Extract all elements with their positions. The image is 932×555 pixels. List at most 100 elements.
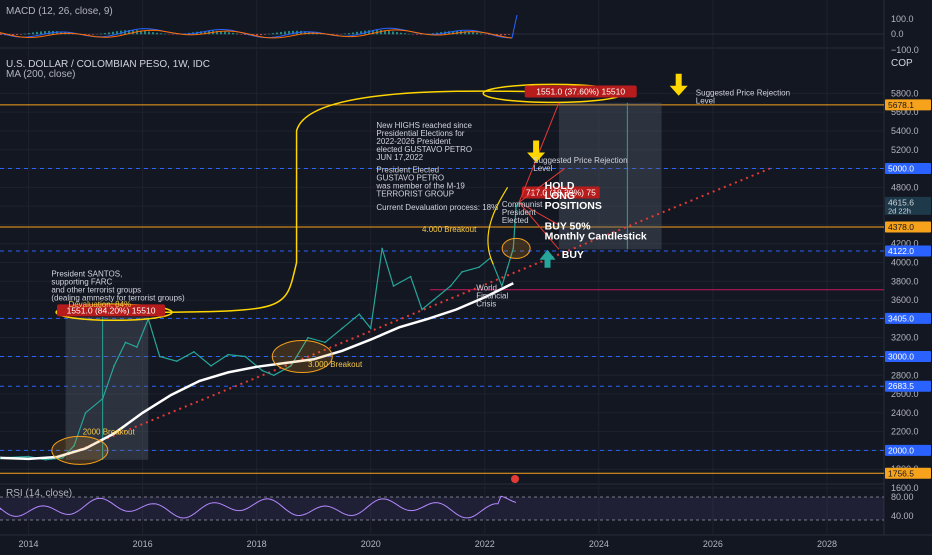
price-point bbox=[410, 276, 412, 278]
buy50-label-line: Monthly Candlestick bbox=[545, 231, 647, 243]
macd-hist-bar bbox=[224, 32, 226, 35]
macd-hist-bar bbox=[264, 34, 266, 35]
macd-hist-bar bbox=[28, 33, 30, 34]
price-point bbox=[28, 456, 30, 458]
price-point bbox=[244, 356, 246, 358]
rejection-label-mid-line: Level bbox=[533, 164, 552, 173]
macd-tick-label: −100.0 bbox=[891, 45, 919, 55]
rsi-tick-label: 40.00 bbox=[891, 511, 914, 521]
macd-hist-bar bbox=[16, 34, 18, 35]
macd-tick-label: 100.0 bbox=[891, 14, 914, 24]
price-point bbox=[136, 346, 138, 348]
macd-hist-bar bbox=[92, 34, 94, 35]
price-tick-label: 4800.0 bbox=[891, 182, 919, 192]
price-badge-sub: 2d 22h bbox=[888, 206, 911, 215]
devaluation-left: Devaluation: 84% bbox=[68, 300, 131, 309]
macd-hist-bar bbox=[228, 32, 230, 34]
macd-hist-bar bbox=[236, 34, 238, 35]
price-tick-label: 1600.0 bbox=[891, 483, 919, 493]
world-crisis-note-line: Crisis bbox=[476, 300, 496, 309]
price-tick-label: 2800.0 bbox=[891, 370, 919, 380]
macd-hist-bar bbox=[108, 32, 110, 34]
time-tick-label: 2018 bbox=[247, 539, 267, 549]
macd-hist-bar bbox=[24, 34, 26, 35]
macd-hist-bar bbox=[500, 34, 502, 35]
time-tick-label: 2016 bbox=[133, 539, 153, 549]
price-badge[interactable]: 4122.0 bbox=[888, 246, 914, 256]
macd-hist-bar bbox=[392, 31, 394, 34]
hold-label-line: POSITIONS bbox=[545, 200, 602, 212]
price-point bbox=[393, 285, 395, 287]
price-point bbox=[461, 271, 463, 273]
price-point bbox=[45, 459, 47, 461]
time-tick-label: 2022 bbox=[475, 539, 495, 549]
macd-hist-bar bbox=[112, 32, 114, 35]
breakout-4000-label-line: 4.000 Breakout bbox=[422, 225, 477, 234]
buy-label: BUY bbox=[562, 249, 584, 261]
price-tick-label: 5200.0 bbox=[891, 145, 919, 155]
price-tick-label: 3600.0 bbox=[891, 295, 919, 305]
macd-hist-bar bbox=[164, 34, 166, 35]
macd-hist-bar bbox=[336, 34, 338, 35]
price-point bbox=[273, 374, 275, 376]
macd-hist-bar bbox=[144, 31, 146, 34]
price-badge[interactable]: 1756.5 bbox=[888, 468, 914, 478]
rsi-title: RSI (14, close) bbox=[6, 488, 72, 499]
price-point bbox=[85, 412, 87, 414]
macd-hist-bar bbox=[256, 34, 258, 35]
price-badge[interactable]: 2683.5 bbox=[888, 381, 914, 391]
macd-hist-bar bbox=[380, 30, 382, 34]
price-point bbox=[113, 365, 115, 367]
macd-hist-bar bbox=[260, 34, 262, 35]
price-badge[interactable]: 3405.0 bbox=[888, 313, 914, 323]
price-badge[interactable]: 2000.0 bbox=[888, 445, 914, 455]
price-tick-label: 3800.0 bbox=[891, 276, 919, 286]
price-badge[interactable]: 5678.1 bbox=[888, 100, 914, 110]
macd-hist-bar bbox=[480, 33, 482, 34]
price-point bbox=[193, 351, 195, 353]
price-badge[interactable]: 5000.0 bbox=[888, 164, 914, 174]
macd-hist-bar bbox=[356, 32, 358, 34]
price-point bbox=[381, 248, 383, 250]
price-tick-label: 2400.0 bbox=[891, 408, 919, 418]
price-point bbox=[176, 360, 178, 362]
breakout-4000-label: 4.000 Breakout bbox=[422, 225, 477, 234]
price-point bbox=[359, 313, 361, 315]
macd-hist-bar bbox=[160, 33, 162, 34]
macd-hist-bar bbox=[100, 34, 102, 35]
time-tick-label: 2024 bbox=[589, 539, 609, 549]
macd-hist-bar bbox=[476, 33, 478, 35]
price-point bbox=[433, 299, 435, 301]
macd-hist-bar bbox=[36, 32, 38, 34]
breakout-2000-label-line: 2000 Breakout bbox=[83, 427, 136, 436]
time-tick-label: 2028 bbox=[817, 539, 837, 549]
ma-title: MA (200, close) bbox=[6, 69, 75, 80]
macd-hist-bar bbox=[400, 33, 402, 35]
range-label-top: 1551.0 (37.60%) 15510 bbox=[536, 87, 625, 97]
president-note-line: TERRORIST GROUP bbox=[376, 189, 454, 198]
price-tick-label: 3200.0 bbox=[891, 333, 919, 343]
price-point bbox=[227, 354, 229, 356]
rejection-label-top-line: Level bbox=[696, 96, 715, 105]
price-point bbox=[210, 365, 212, 367]
price-point bbox=[478, 266, 480, 268]
price-point bbox=[159, 356, 161, 358]
breakout-2000-label: 2000 Breakout bbox=[83, 427, 136, 436]
breakout-3000-label: 3.000 Breakout bbox=[308, 360, 363, 369]
price-badge[interactable]: 4378.0 bbox=[888, 222, 914, 232]
macd-hist-bar bbox=[508, 34, 510, 35]
macd-hist-bar bbox=[32, 32, 34, 34]
price-badge[interactable]: 3000.0 bbox=[888, 351, 914, 361]
macd-hist-bar bbox=[344, 34, 346, 35]
price-point bbox=[450, 285, 452, 287]
macd-hist-bar bbox=[396, 32, 398, 34]
macd-hist-bar bbox=[280, 32, 282, 34]
macd-hist-bar bbox=[40, 31, 42, 34]
alert-dot-icon bbox=[511, 475, 519, 483]
time-tick-label: 2020 bbox=[361, 539, 381, 549]
price-point bbox=[324, 342, 326, 344]
macd-hist-bar bbox=[348, 33, 350, 34]
